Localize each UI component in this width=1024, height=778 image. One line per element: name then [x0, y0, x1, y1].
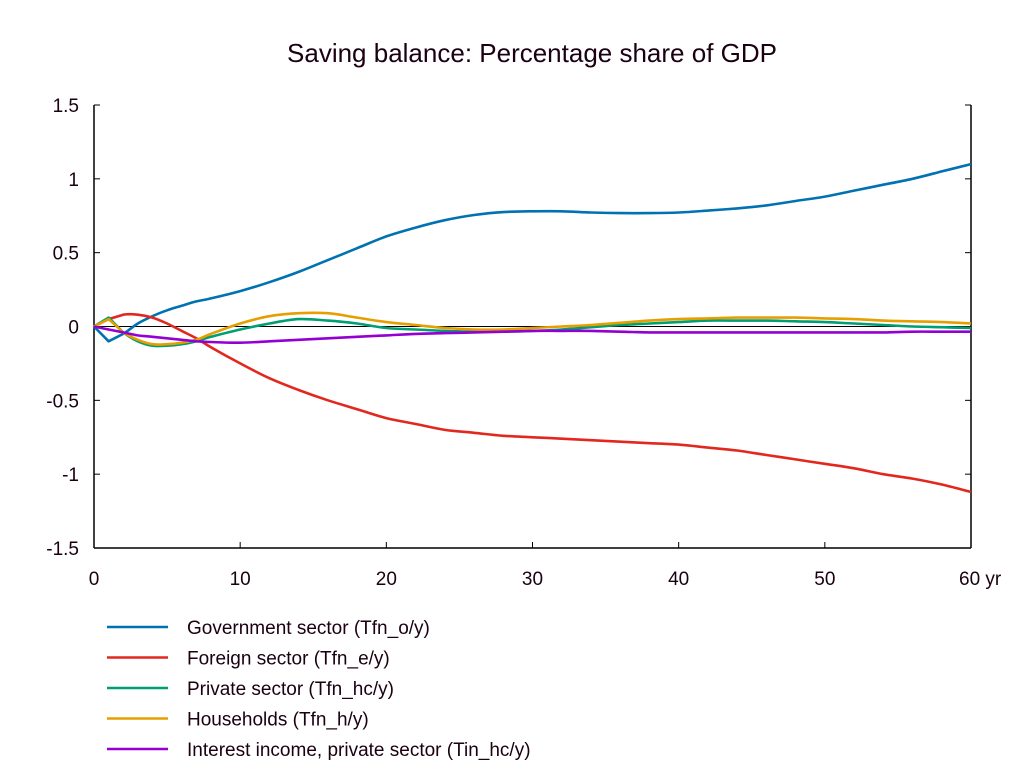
legend-label: Interest income, private sector (Tin_hc/… [187, 740, 531, 761]
x-tick-label: 20 [376, 569, 397, 590]
y-tick-label: 1 [68, 170, 79, 191]
x-tick-label: 10 [230, 569, 251, 590]
x-axis-ticks: 0 10 20 30 40 50 60 yr [89, 542, 1002, 590]
y-tick-label: -0.5 [46, 391, 79, 412]
x-tick-label: 60 yr [959, 569, 1002, 590]
legend-item: Foreign sector (Tfn_e/y) [107, 649, 390, 670]
y-tick-label: -1.5 [46, 539, 79, 560]
legend-label: Private sector (Tfn_hc/y) [187, 679, 394, 700]
legend-label: Foreign sector (Tfn_e/y) [187, 649, 390, 670]
chart-title: Saving balance: Percentage share of GDP [287, 38, 777, 68]
legend-label: Households (Tfn_h/y) [187, 710, 369, 731]
y-axis-ticks: 1.5 1 0.5 0 -0.5 -1 -1.5 [46, 96, 971, 560]
y-tick-label: 0.5 [53, 244, 79, 265]
x-tick-label: 0 [89, 569, 100, 590]
x-tick-label: 30 [522, 569, 543, 590]
x-tick-label: 40 [668, 569, 689, 590]
legend-label: Government sector (Tfn_o/y) [187, 618, 430, 639]
y-tick-label: 0 [68, 318, 79, 339]
y-tick-label: -1 [62, 465, 79, 486]
x-tick-label: 50 [814, 569, 835, 590]
series-line-2 [93, 312, 972, 494]
series-line-4 [93, 311, 972, 346]
series-line-5 [93, 325, 971, 345]
legend-item: Government sector (Tfn_o/y) [107, 618, 430, 639]
series-line-1 [93, 162, 972, 343]
legend: Government sector (Tfn_o/y) Foreign secto… [107, 618, 531, 761]
legend-item: Households (Tfn_h/y) [107, 710, 369, 731]
legend-item: Private sector (Tfn_hc/y) [107, 679, 394, 700]
legend-item: Interest income, private sector (Tin_hc/… [107, 740, 531, 761]
axes [93, 105, 972, 549]
series-lines [93, 162, 972, 494]
y-tick-label: 1.5 [53, 96, 79, 117]
